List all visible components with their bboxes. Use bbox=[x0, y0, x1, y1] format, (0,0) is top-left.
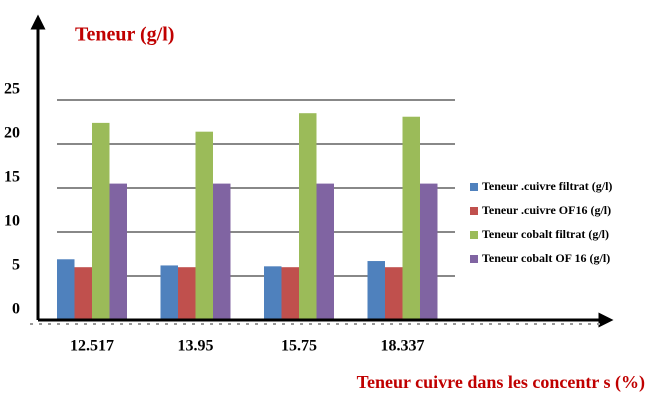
legend-swatch bbox=[470, 255, 478, 263]
y-tick-label: 15 bbox=[4, 169, 20, 186]
bar bbox=[316, 183, 334, 320]
chart-title: Teneur (g/l) bbox=[75, 24, 174, 46]
legend-label: Teneur .cuivre filtrat (g/l) bbox=[482, 179, 612, 193]
bar bbox=[420, 183, 438, 320]
bar bbox=[109, 183, 127, 320]
legend-label: Teneur cobalt filtrat (g/l) bbox=[482, 227, 609, 241]
legend-swatch bbox=[470, 183, 478, 191]
legend-swatch bbox=[470, 231, 478, 239]
bar bbox=[385, 267, 403, 320]
x-tick-label: 13.95 bbox=[178, 338, 214, 355]
x-tick-label: 12.517 bbox=[70, 338, 114, 355]
bar bbox=[213, 183, 231, 320]
bar bbox=[195, 131, 213, 320]
bar bbox=[92, 122, 110, 320]
y-tick-label: 5 bbox=[12, 257, 20, 274]
bar bbox=[178, 267, 196, 320]
bar bbox=[264, 266, 282, 320]
x-axis-label: Teneur cuivre dans les concentr s (%) bbox=[357, 372, 645, 393]
legend-label: Teneur cobalt OF 16 (g/l) bbox=[482, 251, 610, 265]
bar bbox=[402, 116, 420, 320]
x-tick-label: 18.337 bbox=[381, 338, 425, 355]
legend-label: Teneur .cuivre OF16 (g/l) bbox=[482, 203, 611, 217]
y-tick-label: 25 bbox=[4, 81, 20, 98]
bar bbox=[74, 267, 92, 320]
bar bbox=[299, 113, 317, 320]
y-tick-label: 0 bbox=[12, 301, 20, 318]
bar bbox=[281, 267, 299, 320]
y-tick-label: 20 bbox=[4, 125, 20, 142]
legend-swatch bbox=[470, 207, 478, 215]
bar bbox=[57, 259, 75, 320]
x-tick-label: 15.75 bbox=[281, 338, 317, 355]
bar bbox=[160, 265, 178, 320]
bar bbox=[367, 261, 385, 320]
y-tick-label: 10 bbox=[4, 213, 20, 230]
